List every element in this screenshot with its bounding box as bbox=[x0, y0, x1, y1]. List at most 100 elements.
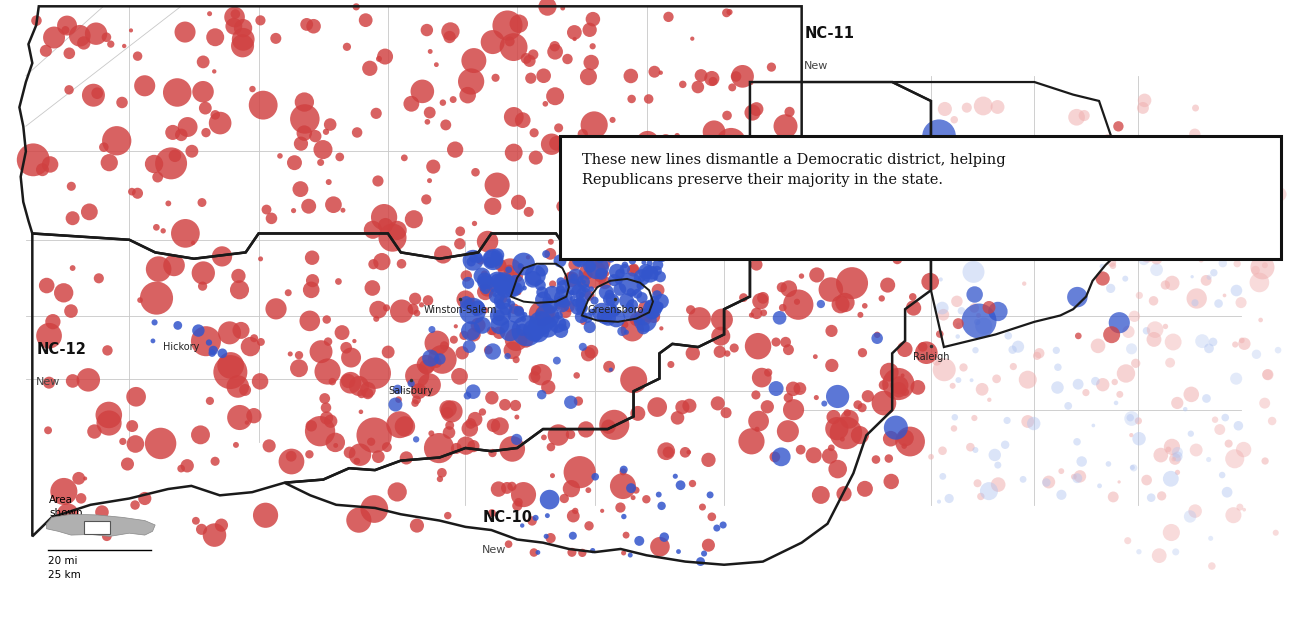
Point bbox=[1127, 416, 1148, 426]
Point bbox=[1089, 481, 1109, 491]
Point bbox=[568, 302, 588, 312]
Point bbox=[777, 426, 798, 436]
Point bbox=[528, 310, 548, 320]
Point bbox=[712, 520, 733, 530]
Point bbox=[900, 437, 921, 447]
Point bbox=[244, 333, 265, 343]
Point bbox=[556, 278, 577, 288]
Point bbox=[623, 264, 644, 274]
Point bbox=[579, 261, 600, 271]
Point bbox=[698, 455, 719, 465]
Point bbox=[741, 436, 762, 446]
Point bbox=[1112, 254, 1133, 264]
Point bbox=[786, 297, 807, 307]
Point bbox=[645, 273, 666, 283]
Point bbox=[1237, 204, 1258, 215]
Point bbox=[950, 155, 971, 165]
Point bbox=[573, 129, 593, 139]
Point bbox=[499, 37, 520, 47]
Point bbox=[1087, 341, 1108, 351]
Point bbox=[670, 480, 690, 490]
Point bbox=[134, 81, 155, 91]
Point bbox=[994, 440, 1015, 450]
Point bbox=[1206, 189, 1227, 199]
Point bbox=[1250, 244, 1271, 254]
Point bbox=[1231, 298, 1252, 308]
Point bbox=[409, 386, 429, 396]
Point bbox=[578, 72, 599, 82]
Point bbox=[1254, 456, 1275, 466]
Point bbox=[1161, 528, 1182, 538]
Point bbox=[451, 348, 472, 358]
Point bbox=[531, 389, 552, 399]
Point bbox=[697, 209, 718, 219]
Point bbox=[512, 521, 533, 531]
Point bbox=[40, 160, 61, 170]
Point bbox=[597, 313, 618, 323]
Point bbox=[621, 279, 641, 289]
Point bbox=[582, 201, 603, 211]
Point bbox=[732, 71, 753, 81]
Point bbox=[358, 385, 379, 395]
Point bbox=[679, 401, 700, 411]
Point bbox=[460, 418, 481, 428]
Point bbox=[535, 249, 556, 259]
Point bbox=[619, 309, 640, 319]
Point bbox=[639, 300, 659, 310]
Point bbox=[61, 306, 81, 316]
Point bbox=[780, 107, 800, 117]
Point bbox=[1249, 278, 1270, 288]
Point bbox=[1106, 398, 1126, 408]
Point bbox=[101, 39, 122, 49]
Point bbox=[332, 205, 353, 215]
Point bbox=[609, 276, 630, 286]
Point bbox=[330, 152, 350, 162]
Point bbox=[762, 62, 782, 72]
Point bbox=[634, 257, 654, 268]
Point bbox=[402, 304, 423, 314]
Point bbox=[600, 365, 621, 375]
Point bbox=[888, 385, 909, 395]
Point bbox=[1111, 235, 1131, 245]
Point bbox=[1051, 140, 1072, 150]
Text: 25 km: 25 km bbox=[48, 570, 80, 580]
Point bbox=[561, 250, 582, 260]
Point bbox=[111, 97, 132, 107]
Point bbox=[548, 310, 569, 321]
Point bbox=[229, 413, 250, 423]
Point bbox=[1042, 203, 1063, 213]
Point bbox=[1199, 454, 1219, 464]
Point bbox=[852, 403, 873, 413]
Point bbox=[425, 59, 446, 69]
Point bbox=[1116, 196, 1137, 206]
Point bbox=[572, 304, 592, 314]
Point bbox=[487, 276, 508, 286]
Point bbox=[1175, 404, 1196, 414]
Point bbox=[240, 341, 261, 351]
Point bbox=[570, 279, 591, 289]
Point bbox=[53, 487, 74, 497]
Point bbox=[764, 452, 785, 462]
Point bbox=[639, 94, 659, 104]
Point bbox=[1212, 196, 1232, 206]
Point bbox=[550, 300, 570, 310]
Point bbox=[778, 345, 799, 355]
Point bbox=[644, 67, 665, 77]
Point bbox=[441, 406, 462, 416]
Point bbox=[1047, 362, 1068, 372]
Point bbox=[499, 265, 520, 275]
Text: New: New bbox=[482, 545, 507, 555]
Point bbox=[787, 300, 808, 310]
Point bbox=[336, 42, 357, 52]
Point bbox=[458, 391, 478, 401]
Point bbox=[591, 307, 612, 317]
Point bbox=[641, 304, 662, 314]
Point bbox=[946, 297, 967, 307]
Point bbox=[561, 274, 582, 285]
Point bbox=[952, 220, 972, 230]
Point bbox=[831, 434, 852, 444]
Point bbox=[124, 500, 145, 510]
Point bbox=[437, 408, 458, 418]
Point bbox=[75, 473, 96, 483]
Point bbox=[530, 318, 551, 328]
